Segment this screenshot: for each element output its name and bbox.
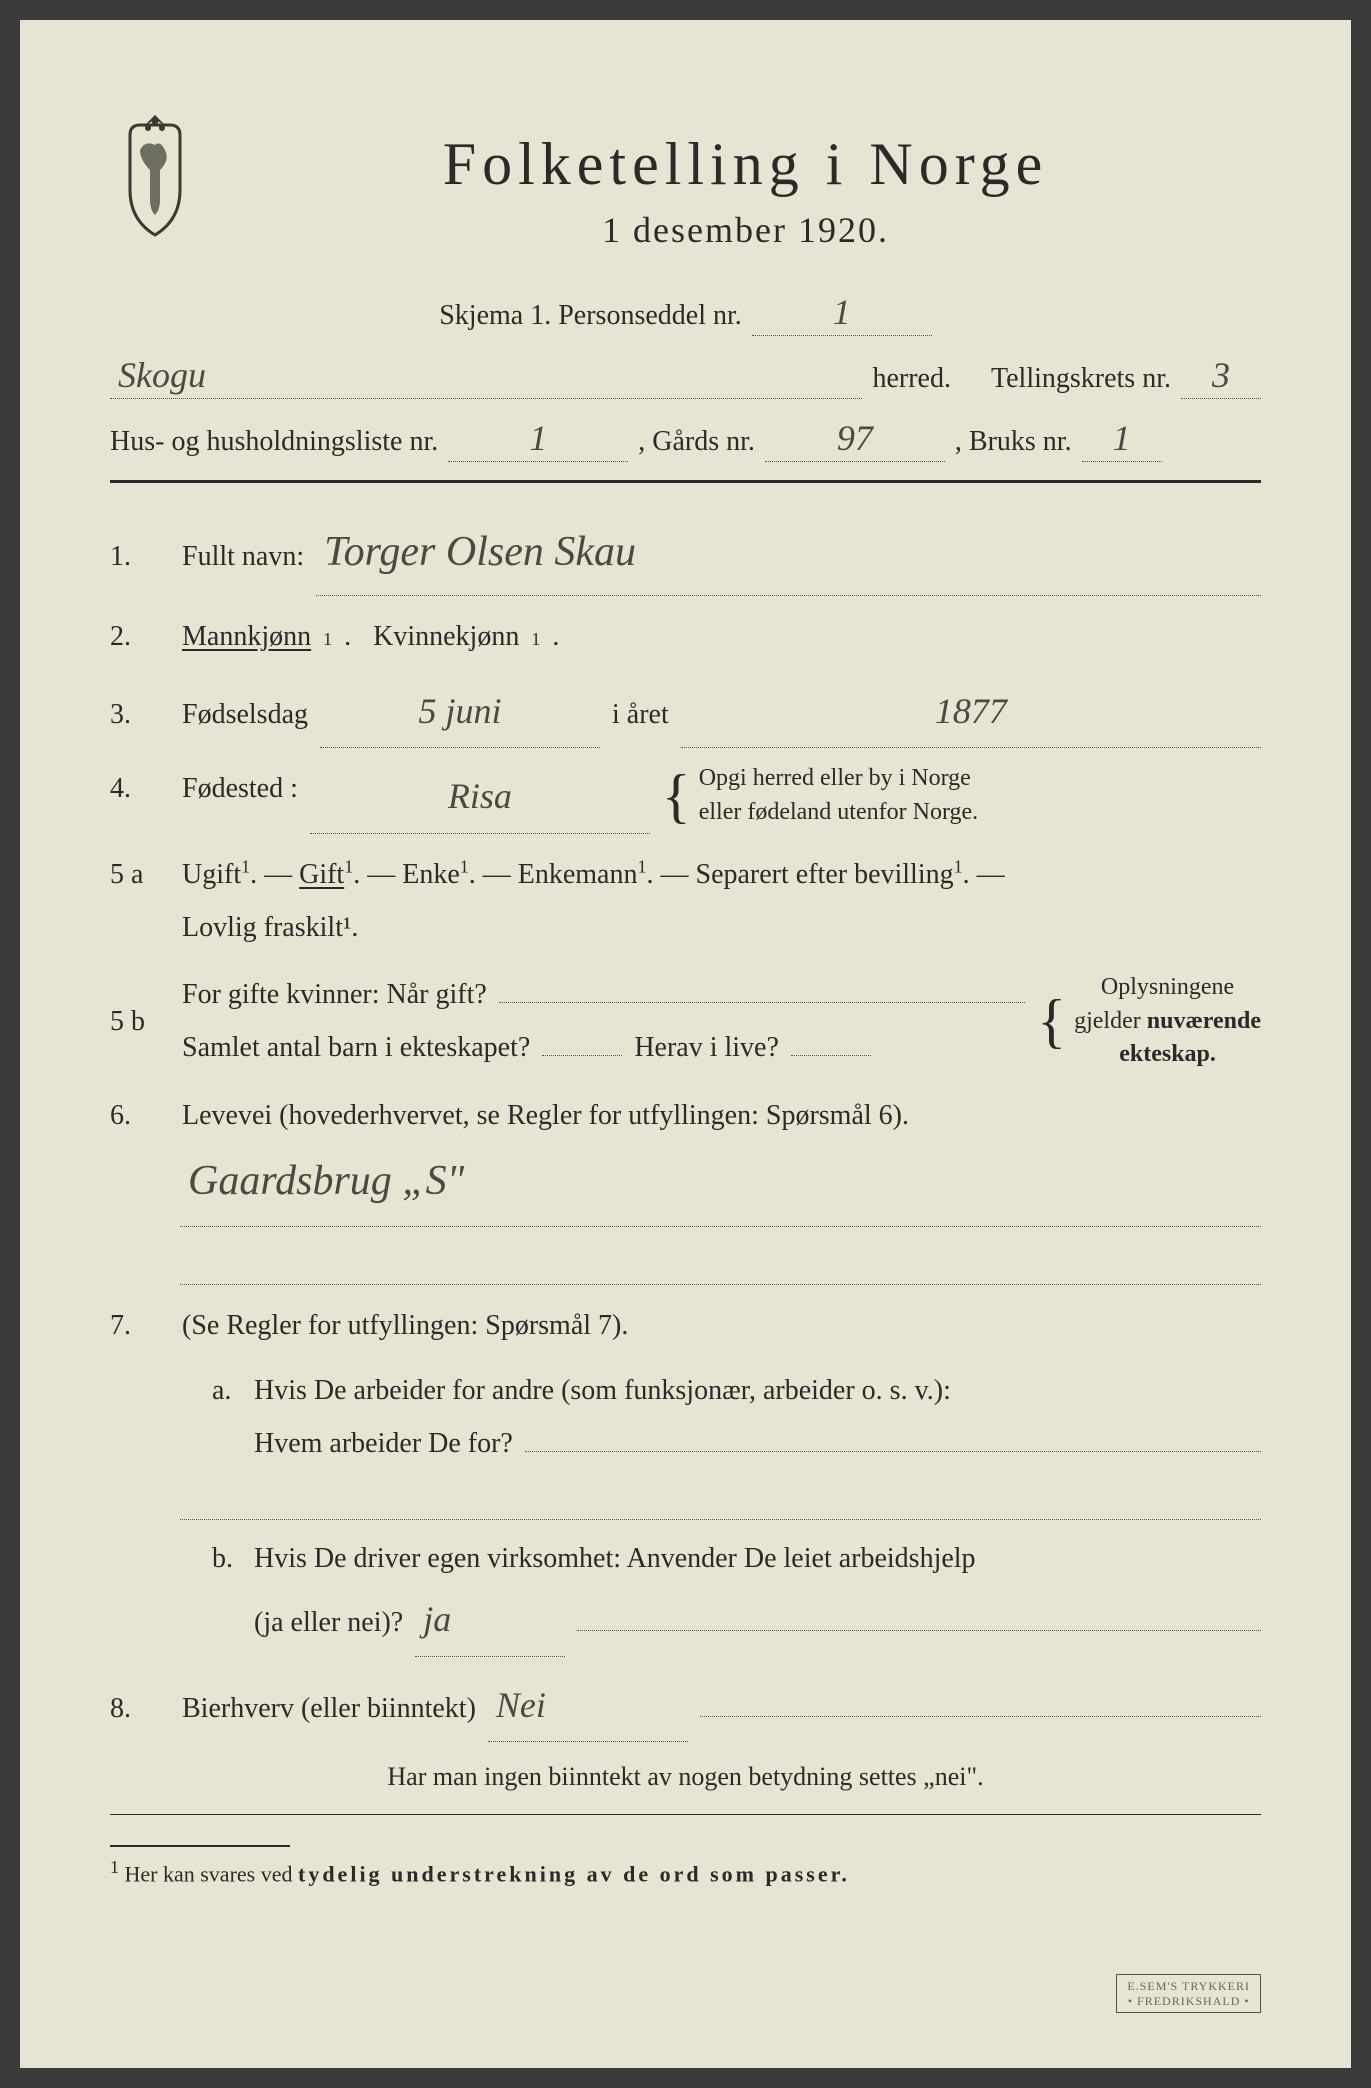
- q6: 6. Levevei (hovederhvervet, se Regler fo…: [110, 1089, 1261, 1285]
- meta-section: Skjema 1. Personseddel nr. 1 Skogu herre…: [110, 291, 1261, 462]
- tellingskrets-nr: 3: [1181, 354, 1261, 399]
- hus-nr: 1: [448, 417, 628, 462]
- q5b: 5 b For gifte kvinner: Når gift? Samlet …: [110, 968, 1261, 1074]
- q7a-blank: [180, 1470, 1261, 1520]
- census-form-page: Folketelling i Norge 1 desember 1920. Sk…: [20, 20, 1351, 2068]
- personseddel-nr: 1: [752, 291, 932, 336]
- q4-note-group: { Opgi herred eller by i Norge eller fød…: [662, 762, 978, 829]
- q7a-l1: Hvis De arbeider for andre (som funksjon…: [254, 1364, 951, 1417]
- q4-note2: eller fødeland utenfor Norge.: [699, 796, 978, 830]
- q3-day: 5 juni: [320, 677, 600, 748]
- q5b-num: 5 b: [110, 995, 170, 1048]
- q7: 7. (Se Regler for utfyllingen: Spørsmål …: [110, 1299, 1261, 1657]
- q2-mannkjonn: Mannkjønn: [182, 610, 311, 663]
- skjema-label: Skjema 1. Personseddel nr.: [439, 300, 742, 332]
- q5b-note3: ekteskap.: [1074, 1038, 1261, 1072]
- q5b-fill1: [499, 1000, 1025, 1003]
- q8-num: 8.: [110, 1682, 170, 1735]
- q6-label: Levevei (hovederhvervet, se Regler for u…: [182, 1089, 909, 1142]
- brace-icon: {: [1037, 997, 1066, 1045]
- q5a-opts2: Lovlig fraskilt¹.: [182, 901, 358, 954]
- q7a-l2: Hvem arbeider De for?: [254, 1417, 513, 1470]
- q4-label: Fødested :: [182, 762, 298, 815]
- q7b-l1: Hvis De driver egen virksomhet: Anvender…: [254, 1532, 976, 1585]
- q4-value: Risa: [310, 762, 650, 833]
- bruks-label: , Bruks nr.: [955, 426, 1072, 458]
- printer-stamp: E.SEM'S TRYKKERI • FREDRIKSHALD •: [1116, 1974, 1261, 2013]
- q2-num: 2.: [110, 610, 170, 663]
- q5b-note2: gjelder nuværende: [1074, 1005, 1261, 1039]
- q5b-note1: Oplysningene: [1074, 971, 1261, 1005]
- footnote: 1 Her kan svares ved tydelig understrekn…: [110, 1845, 1261, 1887]
- q3-num: 3.: [110, 688, 170, 741]
- q3-label: Fødselsdag: [182, 688, 308, 741]
- hus-label: Hus- og husholdningsliste nr.: [110, 426, 438, 458]
- q7-label: (Se Regler for utfyllingen: Spørsmål 7).: [182, 1299, 628, 1352]
- header: Folketelling i Norge 1 desember 1920.: [110, 110, 1261, 251]
- q4-num: 4.: [110, 762, 170, 815]
- q3-year: 1877: [681, 677, 1261, 748]
- divider: [110, 480, 1261, 483]
- q7a-fill: [525, 1449, 1261, 1452]
- q5b-l2: Samlet antal barn i ekteskapet?: [182, 1021, 530, 1074]
- q3: 3. Fødselsdag 5 juni i året 1877: [110, 677, 1261, 748]
- bruks-nr: 1: [1082, 417, 1162, 462]
- q5b-l1: For gifte kvinner: Når gift?: [182, 968, 487, 1021]
- q5b-fill2: [542, 1053, 622, 1056]
- q1-label: Fullt navn:: [182, 530, 304, 583]
- q1: 1. Fullt navn: Torger Olsen Skau: [110, 513, 1261, 596]
- coat-of-arms-icon: [110, 110, 200, 240]
- q7b-value: ja: [415, 1585, 565, 1656]
- tellingskrets-label: Tellingskrets nr.: [991, 363, 1171, 395]
- footnote-sup: 1: [110, 1857, 119, 1877]
- q4-note1: Opgi herred eller by i Norge: [699, 762, 978, 796]
- footnote-rule: [110, 1845, 290, 1847]
- q7b-l2: (ja eller nei)?: [254, 1596, 403, 1649]
- q7-num: 7.: [110, 1299, 170, 1352]
- gards-nr: 97: [765, 417, 945, 462]
- q3-mid: i året: [612, 688, 669, 741]
- stamp-l1: E.SEM'S TRYKKERI: [1127, 1979, 1250, 1993]
- herred-label: herred.: [872, 363, 951, 395]
- main-title: Folketelling i Norge: [230, 130, 1261, 199]
- title-block: Folketelling i Norge 1 desember 1920.: [230, 110, 1261, 251]
- q2: 2. Mannkjønn1. Kvinnekjønn1.: [110, 610, 1261, 663]
- q8: 8. Bierhverv (eller biinntekt) Nei: [110, 1671, 1261, 1742]
- center-note: Har man ingen biinntekt av nogen betydni…: [110, 1762, 1261, 1792]
- stamp-l2: • FREDRIKSHALD •: [1127, 1994, 1250, 2008]
- q5b-fill3: [791, 1053, 871, 1056]
- divider: [110, 1814, 1261, 1815]
- q7b-num: b.: [182, 1532, 242, 1585]
- q7a-num: a.: [182, 1364, 242, 1417]
- q5a-opts: Ugift1. — Gift1. — Enke1. — Enkemann1. —…: [182, 848, 1005, 901]
- q4: 4. Fødested : Risa { Opgi herred eller b…: [110, 762, 1261, 833]
- herred-value: Skogu: [110, 354, 862, 399]
- q5b-note-group: { Oplysningene gjelder nuværende ekteska…: [1037, 971, 1261, 1072]
- q5b-l3: Herav i live?: [634, 1021, 779, 1074]
- q6-value: Gaardsbrug „S": [180, 1142, 472, 1222]
- brace-icon: {: [662, 772, 691, 820]
- footnote-text: Her kan svares ved tydelig understreknin…: [125, 1861, 850, 1886]
- q1-value: Torger Olsen Skau: [316, 513, 1261, 596]
- subtitle: 1 desember 1920.: [230, 209, 1261, 251]
- q6-blank: [180, 1235, 1261, 1285]
- q5a-num: 5 a: [110, 848, 170, 901]
- q6-num: 6.: [110, 1089, 170, 1142]
- q8-value: Nei: [488, 1671, 688, 1742]
- q2-kvinnekjonn: Kvinnekjønn: [373, 610, 519, 663]
- gards-label: , Gårds nr.: [638, 426, 755, 458]
- q8-label: Bierhverv (eller biinntekt): [182, 1682, 476, 1735]
- q1-num: 1.: [110, 530, 170, 583]
- q5a: 5 a Ugift1. — Gift1. — Enke1. — Enkemann…: [110, 848, 1261, 954]
